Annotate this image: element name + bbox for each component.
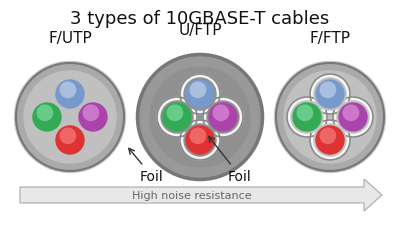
Circle shape [134, 52, 266, 183]
Circle shape [207, 101, 239, 133]
Circle shape [83, 106, 99, 121]
Circle shape [186, 81, 214, 108]
Circle shape [180, 75, 220, 115]
Text: F/FTP: F/FTP [310, 31, 350, 46]
Circle shape [297, 106, 313, 121]
Circle shape [310, 75, 350, 115]
Text: Foil: Foil [209, 137, 252, 183]
Circle shape [184, 124, 216, 156]
Circle shape [316, 81, 344, 108]
Text: 3 types of 10GBASE-T cables: 3 types of 10GBASE-T cables [70, 10, 330, 28]
Circle shape [180, 120, 220, 160]
Circle shape [186, 126, 214, 154]
Text: High noise resistance: High noise resistance [132, 190, 252, 200]
Circle shape [272, 60, 388, 175]
Circle shape [157, 98, 197, 137]
Circle shape [60, 128, 76, 144]
Circle shape [314, 124, 346, 156]
Circle shape [213, 106, 229, 121]
Circle shape [310, 120, 350, 160]
Circle shape [56, 126, 84, 154]
Circle shape [24, 72, 116, 163]
Circle shape [163, 104, 191, 131]
Circle shape [56, 81, 84, 108]
Circle shape [337, 101, 369, 133]
Text: Foil: Foil [129, 149, 164, 183]
Circle shape [37, 106, 53, 121]
Circle shape [167, 106, 182, 121]
Circle shape [190, 83, 206, 98]
Circle shape [333, 98, 373, 137]
Circle shape [343, 106, 358, 121]
Circle shape [161, 101, 193, 133]
Circle shape [276, 64, 384, 171]
Circle shape [79, 104, 107, 131]
Text: F/UTP: F/UTP [48, 31, 92, 46]
Circle shape [291, 101, 323, 133]
Text: U/FTP: U/FTP [178, 23, 222, 38]
Circle shape [140, 58, 260, 177]
Circle shape [203, 98, 243, 137]
Circle shape [339, 104, 367, 131]
Circle shape [33, 104, 61, 131]
Circle shape [320, 128, 336, 144]
Circle shape [12, 60, 128, 175]
Circle shape [314, 79, 346, 110]
Circle shape [209, 104, 237, 131]
Circle shape [293, 104, 321, 131]
Circle shape [16, 64, 124, 171]
Circle shape [287, 98, 327, 137]
Circle shape [60, 83, 76, 98]
Circle shape [284, 72, 376, 163]
Circle shape [190, 128, 206, 144]
Circle shape [150, 68, 250, 167]
Circle shape [316, 126, 344, 154]
Circle shape [320, 83, 336, 98]
Polygon shape [20, 179, 382, 211]
Circle shape [184, 79, 216, 110]
